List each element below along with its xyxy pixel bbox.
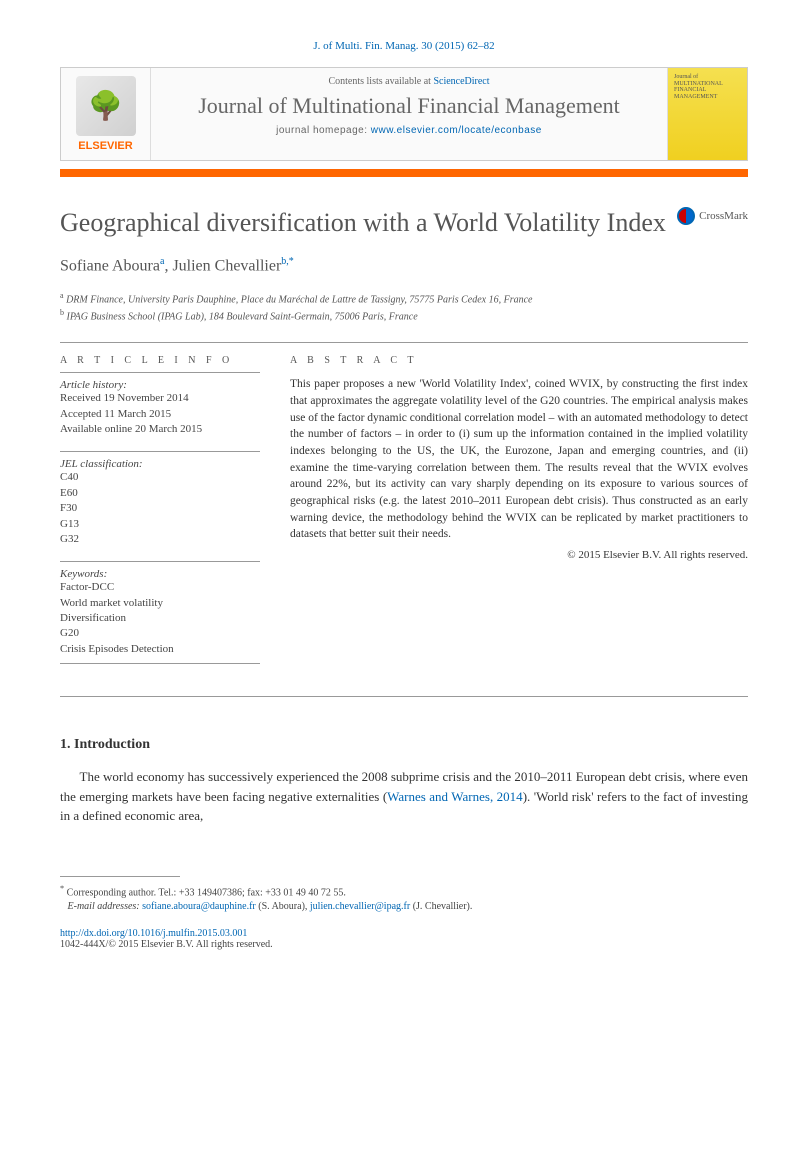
email-2-link[interactable]: julien.chevallier@ipag.fr <box>310 901 410 912</box>
abstract-column: a b s t r a c t This paper proposes a ne… <box>290 355 748 678</box>
orange-divider-bar <box>60 169 748 177</box>
corr-author-info: Corresponding author. Tel.: +33 14940738… <box>67 887 346 898</box>
email-1-name: (S. Aboura), <box>256 901 310 912</box>
online-date: Available online 20 March 2015 <box>60 422 260 437</box>
publisher-name: ELSEVIER <box>78 140 132 152</box>
email-2-name: (J. Chevallier). <box>410 901 472 912</box>
contents-prefix: Contents lists available at <box>328 76 433 87</box>
citation-link[interactable]: Warnes and Warnes, 2014 <box>387 789 523 804</box>
email-label: E-mail addresses: <box>68 901 143 912</box>
corresponding-footnote: * Corresponding author. Tel.: +33 149407… <box>60 883 748 914</box>
crossmark-label: CrossMark <box>699 210 748 222</box>
abstract-text: This paper proposes a new 'World Volatil… <box>290 376 748 543</box>
homepage-link[interactable]: www.elsevier.com/locate/econbase <box>371 125 542 136</box>
jel-code: F30 <box>60 501 260 516</box>
abstract-heading: a b s t r a c t <box>290 355 748 366</box>
author-1: Sofiane Aboura <box>60 258 160 275</box>
article-info-heading: a r t i c l e i n f o <box>60 355 260 366</box>
footer-block: http://dx.doi.org/10.1016/j.mulfin.2015.… <box>60 928 748 950</box>
header-citation: J. of Multi. Fin. Manag. 30 (2015) 62–82 <box>60 40 748 52</box>
affiliation-a: DRM Finance, University Paris Dauphine, … <box>66 294 532 305</box>
journal-center: Contents lists available at ScienceDirec… <box>151 68 667 160</box>
history-label: Article history: <box>60 379 260 391</box>
affiliation-b: IPAG Business School (IPAG Lab), 184 Bou… <box>67 311 418 322</box>
sciencedirect-link[interactable]: ScienceDirect <box>433 76 489 87</box>
issn-copyright: 1042-444X/© 2015 Elsevier B.V. All right… <box>60 939 273 950</box>
affil-b-link[interactable]: b, <box>281 256 289 267</box>
journal-header-box: 🌳 ELSEVIER Contents lists available at S… <box>60 67 748 161</box>
journal-cover-thumbnail: Journal of MULTINATIONAL FINANCIAL MANAG… <box>667 68 747 160</box>
elsevier-tree-icon: 🌳 <box>76 76 136 136</box>
homepage-prefix: journal homepage: <box>276 125 371 136</box>
jel-code: G13 <box>60 517 260 532</box>
publisher-logo: 🌳 ELSEVIER <box>61 68 151 160</box>
cover-text: Journal of MULTINATIONAL FINANCIAL MANAG… <box>674 74 741 100</box>
article-info-column: a r t i c l e i n f o Article history: R… <box>60 355 260 678</box>
article-title: Geographical diversification with a Worl… <box>60 207 677 238</box>
jel-code: G32 <box>60 532 260 547</box>
keyword: Diversification <box>60 611 260 626</box>
keyword: World market volatility <box>60 596 260 611</box>
crossmark-icon <box>677 207 695 225</box>
divider <box>60 342 748 343</box>
jel-label: JEL classification: <box>60 458 260 470</box>
keyword: Factor-DCC <box>60 580 260 595</box>
authors-line: Sofiane Abouraa, Julien Chevallierb,* <box>60 256 748 275</box>
footnote-rule <box>60 876 180 877</box>
abstract-copyright: © 2015 Elsevier B.V. All rights reserved… <box>290 549 748 561</box>
keyword: G20 <box>60 626 260 641</box>
received-date: Received 19 November 2014 <box>60 391 260 406</box>
jel-code: C40 <box>60 470 260 485</box>
keywords-label: Keywords: <box>60 568 260 580</box>
contents-line: Contents lists available at ScienceDirec… <box>159 76 659 87</box>
journal-name: Journal of Multinational Financial Manag… <box>159 93 659 119</box>
keyword: Crisis Episodes Detection <box>60 642 260 657</box>
accepted-date: Accepted 11 March 2015 <box>60 407 260 422</box>
intro-paragraph: The world economy has successively exper… <box>60 767 748 826</box>
divider <box>60 696 748 697</box>
author-2: Julien Chevallier <box>172 258 281 275</box>
section-1-heading: 1. Introduction <box>60 737 748 753</box>
doi-link[interactable]: http://dx.doi.org/10.1016/j.mulfin.2015.… <box>60 928 247 939</box>
homepage-line: journal homepage: www.elsevier.com/locat… <box>159 125 659 136</box>
jel-code: E60 <box>60 486 260 501</box>
email-1-link[interactable]: sofiane.aboura@dauphine.fr <box>142 901 256 912</box>
crossmark-badge[interactable]: CrossMark <box>677 207 748 225</box>
corresponding-link[interactable]: * <box>289 256 294 267</box>
affiliations: a DRM Finance, University Paris Dauphine… <box>60 290 748 325</box>
